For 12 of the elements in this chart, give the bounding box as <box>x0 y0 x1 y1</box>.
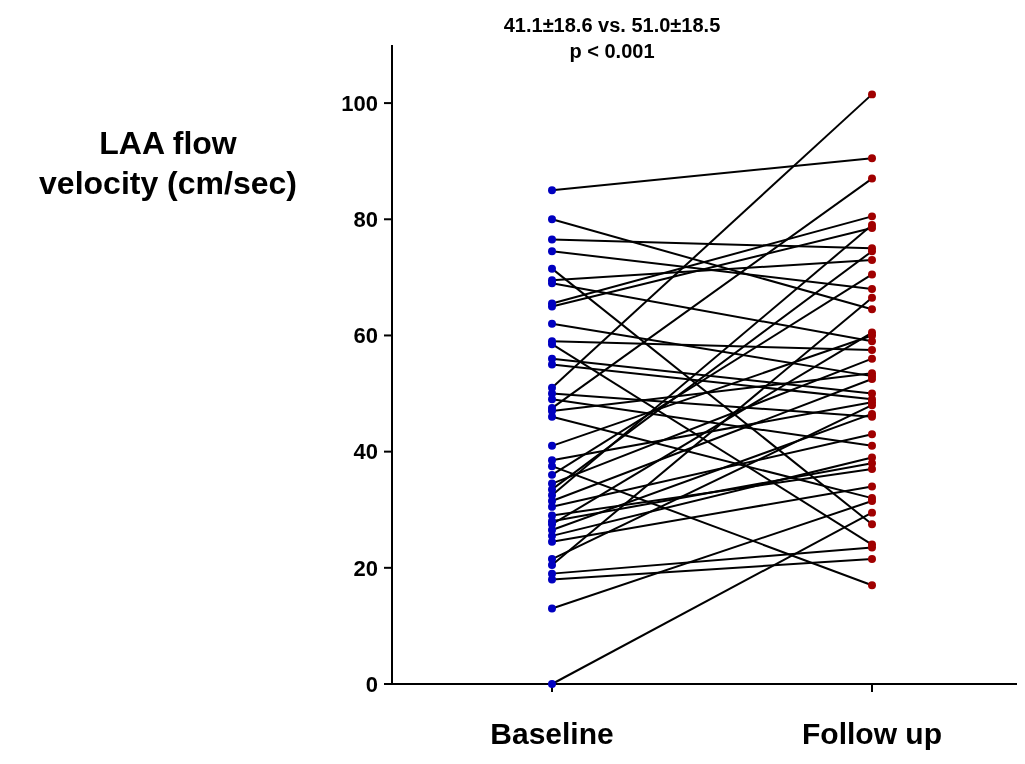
y-axis-title: LAA flow velocity (cm/sec) <box>39 125 297 201</box>
y-tick-label: 100 <box>341 90 378 116</box>
x-tick-label: Follow up <box>802 717 942 750</box>
point <box>548 319 556 328</box>
y-tick-label: 0 <box>365 671 378 697</box>
y-tick-label: 60 <box>353 323 378 349</box>
chart-title: 41.1±18.6 vs. 51.0±18.5 <box>503 14 721 36</box>
y-tick-label: 20 <box>353 555 378 581</box>
y-tick-label: 40 <box>353 439 378 465</box>
y-tick-label: 80 <box>353 206 378 232</box>
x-tick-label: Baseline <box>490 717 614 750</box>
chart-subtitle: p < 0.001 <box>569 40 655 62</box>
